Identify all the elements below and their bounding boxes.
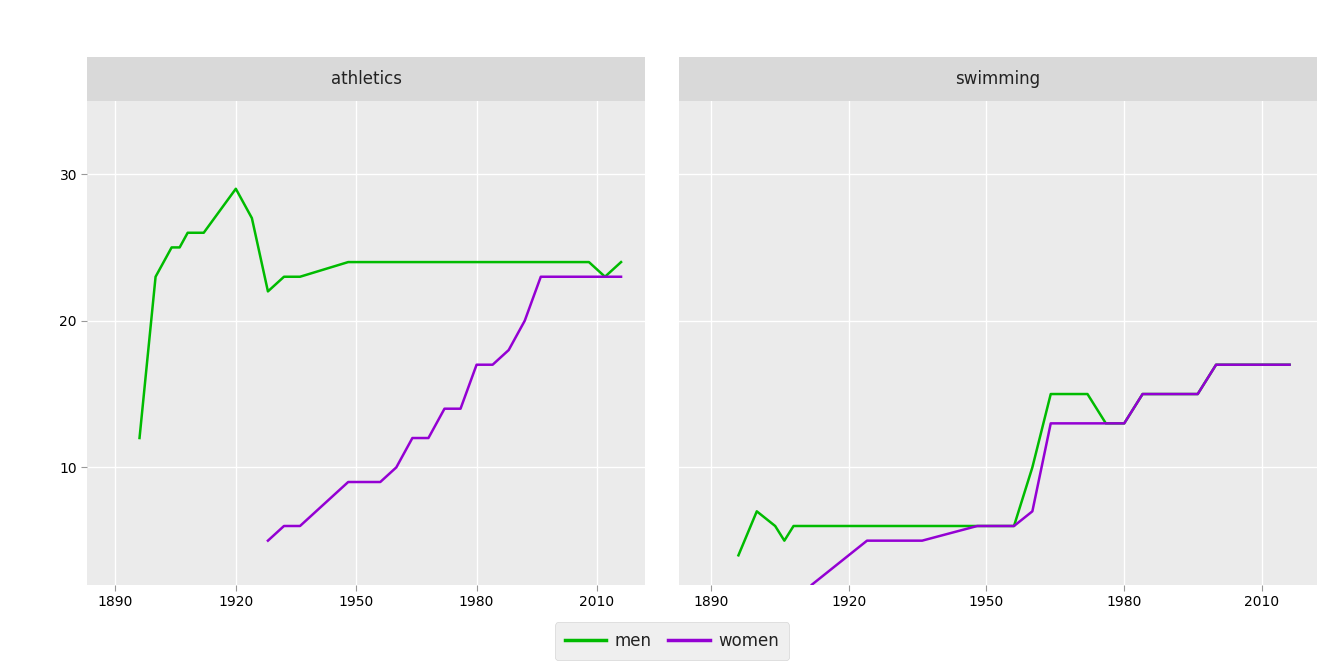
Legend: men, women: men, women [555,622,789,661]
